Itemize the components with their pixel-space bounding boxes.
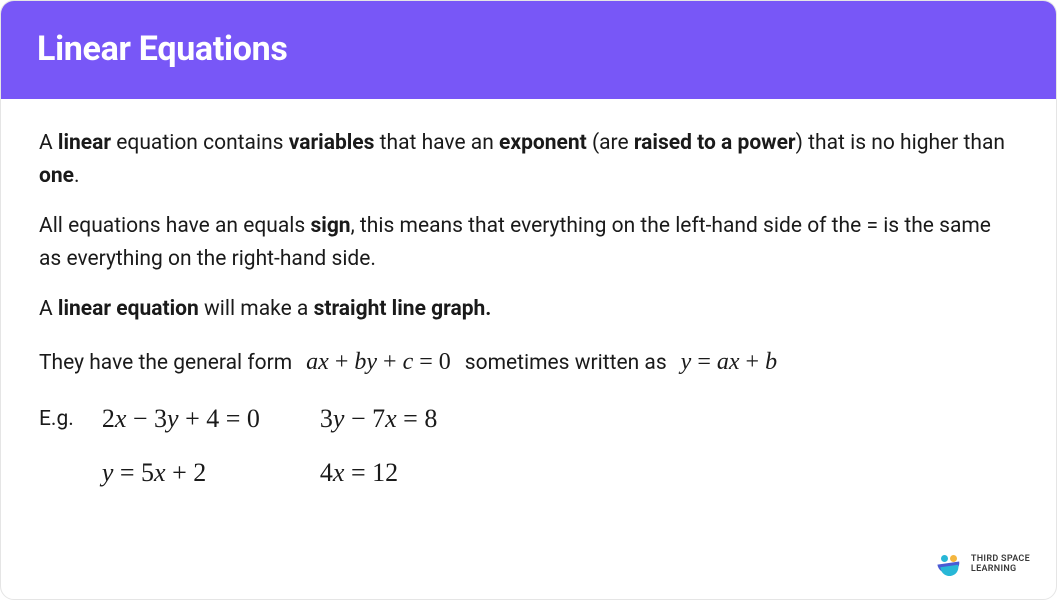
example-equation: 2x − 3y + 4 = 0 <box>102 399 260 439</box>
text: (are <box>587 131 634 155</box>
bold-text: linear equation <box>58 297 199 321</box>
text: A <box>39 131 58 155</box>
bold-text: straight line graph. <box>314 297 492 321</box>
text: All equations have an equals <box>39 214 310 238</box>
text: . <box>74 164 80 188</box>
general-form-1: ax + by + c = 0 <box>306 344 451 381</box>
general-form-2: y = ax + b <box>681 344 777 381</box>
bold-text: raised to a power <box>634 131 796 155</box>
card-header: Linear Equations <box>1 1 1056 99</box>
bold-text: exponent <box>499 131 587 155</box>
paragraph-2: All equations have an equals sign, this … <box>39 210 1018 275</box>
bold-text: sign <box>310 214 350 238</box>
card-title: Linear Equations <box>37 29 1020 69</box>
logo-mark-icon <box>935 555 963 575</box>
example-equation: 3y − 7x = 8 <box>320 399 437 439</box>
text: A <box>39 297 58 321</box>
text: equation contains <box>111 131 289 155</box>
card-content: A linear equation contains variables tha… <box>1 99 1056 514</box>
general-form-line: They have the general form ax + by + c =… <box>39 344 1018 381</box>
example-equation: y = 5x + 2 <box>102 453 260 493</box>
text: They have the general form <box>39 347 292 380</box>
text: ) that is no higher than <box>796 131 1005 155</box>
examples-grid: 2x − 3y + 4 = 0 3y − 7x = 8 y = 5x + 2 4… <box>102 399 438 494</box>
bold-text: one <box>39 164 74 188</box>
logo-line-2: LEARNING <box>971 565 1030 575</box>
paragraph-3: A linear equation will make a straight l… <box>39 293 1018 326</box>
text: sometimes written as <box>465 347 667 380</box>
logo-text: THIRD SPACE LEARNING <box>971 555 1030 575</box>
lesson-card: Linear Equations A linear equation conta… <box>0 0 1057 600</box>
bold-text: linear <box>58 131 111 155</box>
bold-text: variables <box>289 131 375 155</box>
text: will make a <box>199 297 314 321</box>
text: that have an <box>374 131 499 155</box>
example-equation: 4x = 12 <box>320 453 437 493</box>
brand-logo: THIRD SPACE LEARNING <box>935 555 1030 575</box>
paragraph-1: A linear equation contains variables tha… <box>39 127 1018 192</box>
example-label: E.g. <box>39 399 74 436</box>
examples-block: E.g. 2x − 3y + 4 = 0 3y − 7x = 8 y = 5x … <box>39 399 1018 494</box>
